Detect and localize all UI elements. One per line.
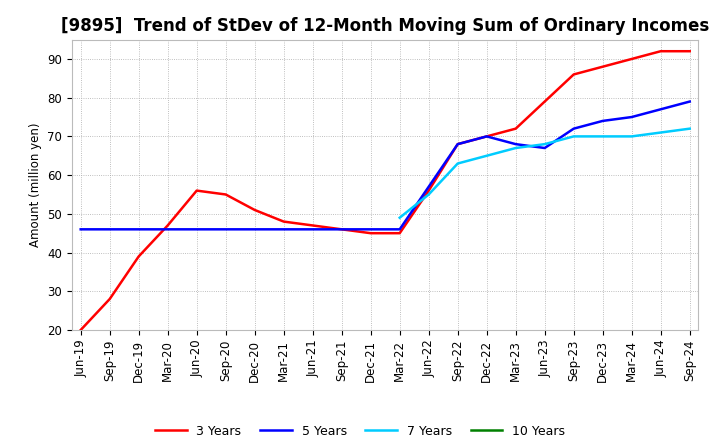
- 5 Years: [424, 184, 433, 189]
- 5 Years: [338, 227, 346, 232]
- 7 Years: [627, 134, 636, 139]
- 3 Years: [511, 126, 520, 131]
- 5 Years: [76, 227, 85, 232]
- Title: [9895]  Trend of StDev of 12-Month Moving Sum of Ordinary Incomes: [9895] Trend of StDev of 12-Month Moving…: [61, 17, 709, 35]
- 7 Years: [570, 134, 578, 139]
- 3 Years: [135, 254, 143, 259]
- 5 Years: [598, 118, 607, 124]
- 7 Years: [657, 130, 665, 135]
- 3 Years: [598, 64, 607, 70]
- 3 Years: [541, 99, 549, 104]
- 7 Years: [685, 126, 694, 131]
- 3 Years: [192, 188, 201, 193]
- 5 Years: [279, 227, 288, 232]
- Line: 7 Years: 7 Years: [400, 128, 690, 218]
- 7 Years: [598, 134, 607, 139]
- 5 Years: [685, 99, 694, 104]
- 5 Years: [395, 227, 404, 232]
- 3 Years: [627, 56, 636, 62]
- 5 Years: [627, 114, 636, 120]
- 5 Years: [570, 126, 578, 131]
- 5 Years: [221, 227, 230, 232]
- 3 Years: [424, 188, 433, 193]
- 7 Years: [511, 145, 520, 150]
- 7 Years: [482, 153, 491, 158]
- 7 Years: [454, 161, 462, 166]
- 3 Years: [221, 192, 230, 197]
- 5 Years: [511, 142, 520, 147]
- 3 Years: [76, 327, 85, 333]
- 7 Years: [541, 142, 549, 147]
- 5 Years: [541, 145, 549, 150]
- 3 Years: [454, 142, 462, 147]
- 3 Years: [366, 231, 375, 236]
- 7 Years: [424, 192, 433, 197]
- 5 Years: [482, 134, 491, 139]
- 3 Years: [395, 231, 404, 236]
- 5 Years: [105, 227, 114, 232]
- 3 Years: [570, 72, 578, 77]
- Legend: 3 Years, 5 Years, 7 Years, 10 Years: 3 Years, 5 Years, 7 Years, 10 Years: [150, 420, 570, 440]
- 3 Years: [105, 297, 114, 302]
- 3 Years: [279, 219, 288, 224]
- 5 Years: [251, 227, 259, 232]
- 3 Years: [685, 48, 694, 54]
- Line: 3 Years: 3 Years: [81, 51, 690, 330]
- 5 Years: [657, 106, 665, 112]
- 5 Years: [366, 227, 375, 232]
- 5 Years: [308, 227, 317, 232]
- 3 Years: [338, 227, 346, 232]
- 5 Years: [163, 227, 172, 232]
- 3 Years: [657, 48, 665, 54]
- Y-axis label: Amount (million yen): Amount (million yen): [29, 123, 42, 247]
- 3 Years: [163, 223, 172, 228]
- 5 Years: [135, 227, 143, 232]
- 5 Years: [454, 142, 462, 147]
- 3 Years: [308, 223, 317, 228]
- 7 Years: [395, 215, 404, 220]
- 5 Years: [192, 227, 201, 232]
- 3 Years: [251, 207, 259, 213]
- 3 Years: [482, 134, 491, 139]
- Line: 5 Years: 5 Years: [81, 102, 690, 229]
